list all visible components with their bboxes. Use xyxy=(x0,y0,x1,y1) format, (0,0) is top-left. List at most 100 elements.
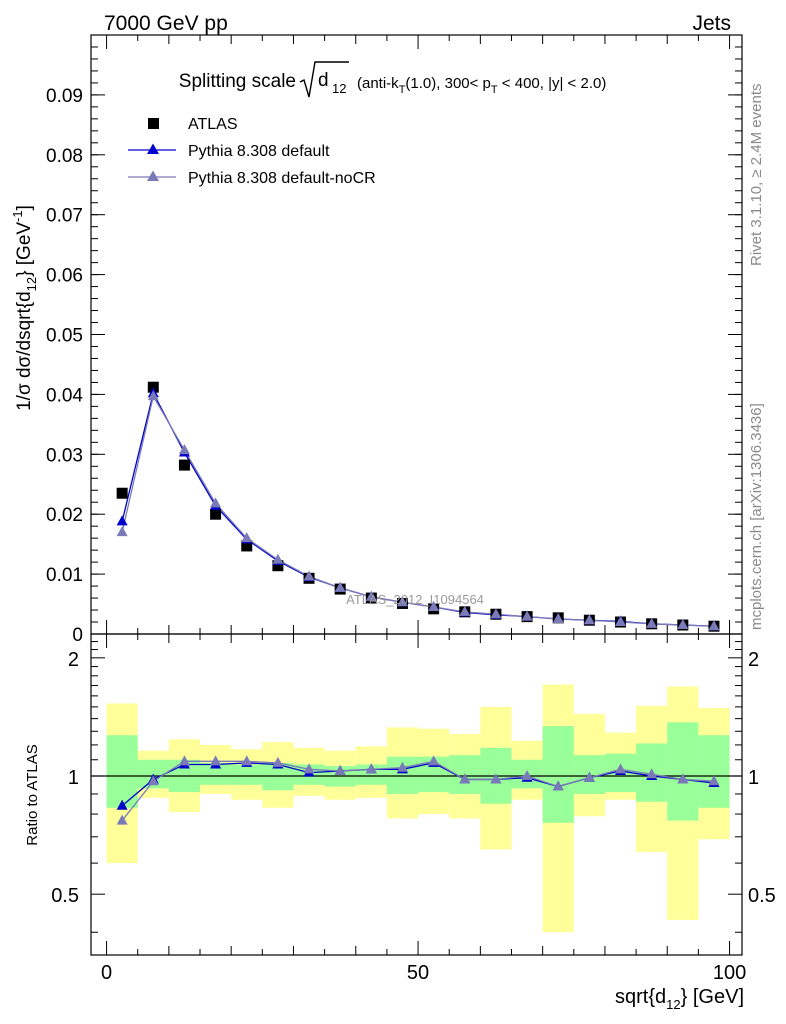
main-y-tick-label: 0 xyxy=(72,625,83,646)
title-sub1: T xyxy=(399,84,406,96)
nocr-point xyxy=(646,617,658,628)
ratio-y-tick-label: 0.5 xyxy=(51,885,79,907)
title-detail: (anti-kT(1.0), 300< pT < 400, |y| < 2.0) xyxy=(357,75,606,96)
inner-band xyxy=(698,735,730,808)
title-part2: (1.0), 300< p xyxy=(405,75,490,92)
main-y-tick-label: 0.05 xyxy=(46,326,83,347)
ratio-nocr-point xyxy=(490,773,502,784)
nocr-point xyxy=(677,619,689,630)
nocr-point xyxy=(272,553,284,564)
ratio-nocr-point xyxy=(396,761,408,772)
ratio-nocr-point xyxy=(210,755,222,766)
atlas-point xyxy=(178,459,190,471)
legend-marker-default xyxy=(147,143,159,154)
nocr-point xyxy=(147,390,159,401)
ratio-nocr-point xyxy=(428,755,440,766)
xlabel-sub: 12 xyxy=(666,997,680,1012)
title-sqrt-sub: 12 xyxy=(332,81,346,96)
title-part1: (anti-k xyxy=(357,75,399,92)
main-panel: ATLAS_2012_I1094564 0 0.01 0.02 0.03 0.04 0.0… xyxy=(10,34,743,646)
main-ylabel: 1/σ dσ/dsqrt{d12} [GeV-1] xyxy=(10,205,39,411)
main-y-tick-label: 0.02 xyxy=(46,505,83,526)
ratio-nocr-point xyxy=(241,755,253,766)
mcplots-info: mcplots.cern.ch [arXiv:1306.3436] xyxy=(748,403,765,630)
atlas-point xyxy=(272,560,284,572)
ratio-nocr-point xyxy=(708,775,720,786)
sqrt-sign xyxy=(299,61,349,98)
ratio-line-default xyxy=(121,762,715,807)
ratio-nocr-point xyxy=(365,763,377,774)
main-y-tick-label: 0.01 xyxy=(46,565,83,586)
nocr-point xyxy=(303,570,315,581)
ratio-nocr-point xyxy=(303,763,315,774)
inner-band xyxy=(667,722,699,821)
nocr-point xyxy=(241,532,253,543)
xlabel-main: sqrt{d xyxy=(615,986,666,1008)
ratio-nocr-point xyxy=(459,773,471,784)
nocr-point xyxy=(459,605,471,616)
legend-marker-nocr xyxy=(147,170,159,181)
nocr-point xyxy=(615,616,627,627)
main-y-tick-label: 0.03 xyxy=(46,445,83,466)
inner-band xyxy=(106,735,138,808)
inner-band xyxy=(200,762,232,785)
nocr-point xyxy=(116,526,128,537)
ratio-xlabel: sqrt{d12} [GeV] xyxy=(615,986,744,1012)
ratio-nocr-point xyxy=(583,771,595,782)
nocr-point xyxy=(490,608,502,619)
x-tick-label: 50 xyxy=(407,962,429,984)
legend-label-atlas: ATLAS xyxy=(188,116,238,133)
ratio-nocr-point xyxy=(521,770,533,781)
ratio-y-tick-label-right: 1 xyxy=(748,767,759,789)
header-left: 7000 GeV pp xyxy=(104,12,228,35)
xlabel-tail: } [GeV] xyxy=(681,986,744,1008)
nocr-point xyxy=(365,590,377,601)
rivet-info: Rivet 3.1.10, ≥ 2.4M events xyxy=(748,84,765,267)
ratio-default-point xyxy=(116,799,128,810)
ratio-y-tick-label: 1 xyxy=(68,767,79,789)
ratio-nocr-point xyxy=(677,773,689,784)
legend-marker-atlas xyxy=(148,118,159,129)
nocr-point xyxy=(334,581,346,592)
ratio-nocr-point xyxy=(334,764,346,775)
main-y-tick-label: 0.07 xyxy=(46,206,83,227)
atlas-point xyxy=(210,508,222,520)
ratio-nocr-point xyxy=(646,768,658,779)
ratio-y-tick-label: 2 xyxy=(68,649,79,671)
ratio-nocr-point xyxy=(178,755,190,766)
title-part3: < 400, |y| < 2.0) xyxy=(498,75,607,92)
title-sub2: T xyxy=(491,84,498,96)
nocr-point xyxy=(210,497,222,508)
atlas-point xyxy=(116,487,128,499)
nocr-point xyxy=(178,444,190,455)
main-title: Splitting scale d 12 (anti-kT(1.0), 300<… xyxy=(179,61,606,98)
x-tick-label: 0 xyxy=(101,962,112,984)
nocr-point xyxy=(428,601,440,612)
default-point xyxy=(116,515,128,526)
atlas-point xyxy=(241,540,253,552)
ratio-nocr-point xyxy=(552,780,564,791)
nocr-point xyxy=(521,610,533,621)
ratio-nocr-point xyxy=(147,775,159,786)
ratio-nocr-point xyxy=(116,814,128,825)
header-right: Jets xyxy=(692,12,731,35)
watermark: ATLAS_2012_I1094564 xyxy=(346,592,484,607)
title-sqrt-d: d xyxy=(318,70,329,91)
ratio-nocr-point xyxy=(272,756,284,767)
ratio-y-tick-label-right: 0.5 xyxy=(748,885,776,907)
main-y-tick-label: 0.04 xyxy=(46,385,83,406)
nocr-point xyxy=(708,620,720,631)
nocr-point xyxy=(552,613,564,624)
legend: ATLAS Pythia 8.308 default Pythia 8.308 … xyxy=(128,116,376,187)
inner-band xyxy=(231,764,263,785)
ratio-ylabel: Ratio to ATLAS xyxy=(24,744,41,845)
main-y-tick-label: 0.09 xyxy=(46,86,83,107)
main-y-tick-label: 0.06 xyxy=(46,266,83,287)
title-main: Splitting scale xyxy=(179,71,296,92)
ratio-y-tick-label-right: 2 xyxy=(748,649,759,671)
main-y-tick-label: 0.08 xyxy=(46,146,83,167)
ratio-panel: 0.5 0.51 12 20 50 100 Ratio to ATLAS sqrt{d12… xyxy=(24,633,776,1012)
x-tick-label: 100 xyxy=(713,962,746,984)
legend-label-nocr: Pythia 8.308 default-noCR xyxy=(188,170,376,187)
